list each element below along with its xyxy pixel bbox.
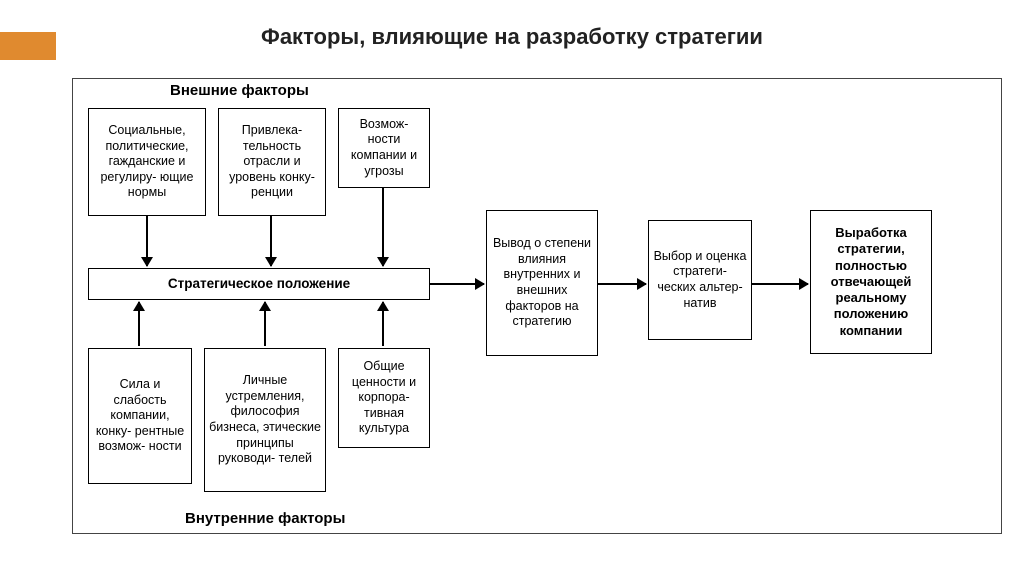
arrow-up-1 bbox=[264, 302, 266, 346]
box-conclusion: Вывод о степени влияния внутренних и вне… bbox=[486, 210, 598, 356]
box-choice: Выбор и оценка стратеги- ческих альтер- … bbox=[648, 220, 752, 340]
arrow-right-1 bbox=[598, 283, 646, 285]
box-ext3: Возмож- ности компании и угрозы bbox=[338, 108, 430, 188]
arrow-down-1 bbox=[270, 216, 272, 266]
box-ext1: Социальные, политические, гажданские и р… bbox=[88, 108, 206, 216]
box-int1: Сила и слабость компании, конку- рентные… bbox=[88, 348, 192, 484]
arrow-down-2 bbox=[382, 188, 384, 266]
arrow-down-0 bbox=[146, 216, 148, 266]
external-factors-label: Внешние факторы bbox=[170, 82, 309, 99]
box-int2: Личные устремления, философия бизнеса, э… bbox=[204, 348, 326, 492]
page-title: Факторы, влияющие на разработку стратеги… bbox=[0, 24, 1024, 50]
box-result: Выработка стратегии, полностью отвечающе… bbox=[810, 210, 932, 354]
arrow-right-2 bbox=[752, 283, 808, 285]
arrow-up-2 bbox=[382, 302, 384, 346]
arrow-up-0 bbox=[138, 302, 140, 346]
box-int3: Общие ценности и корпора- тивная культур… bbox=[338, 348, 430, 448]
arrow-right-0 bbox=[430, 283, 484, 285]
internal-factors-label: Внутренние факторы bbox=[185, 510, 345, 527]
box-strategic-position: Стратегическое положение bbox=[88, 268, 430, 300]
box-ext2: Привлека- тельность отрасли и уровень ко… bbox=[218, 108, 326, 216]
